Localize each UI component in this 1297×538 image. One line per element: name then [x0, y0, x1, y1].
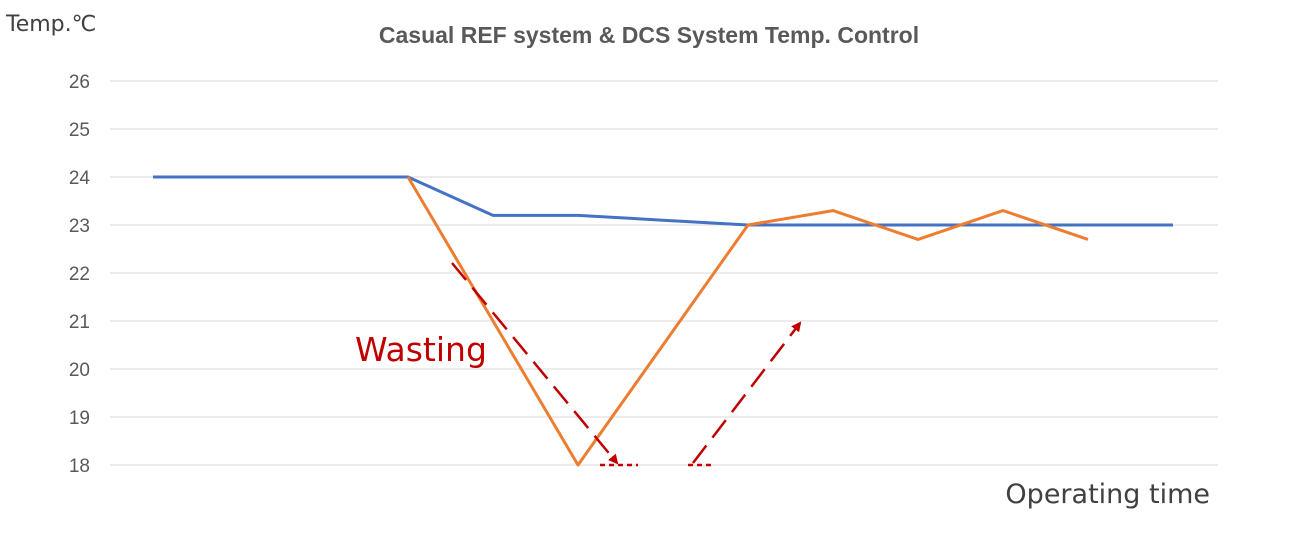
y-tick-23: 23 — [69, 216, 90, 237]
series-lines — [153, 175, 1173, 467]
wasting-annotation: Wasting — [355, 330, 487, 369]
x-axis-label: Operating time — [1005, 479, 1210, 510]
up-arrow — [692, 321, 802, 464]
y-tick-labels: 18 19 20 21 22 23 24 25 26 — [69, 72, 91, 477]
gridlines — [110, 80, 1218, 466]
y-tick-18: 18 — [69, 456, 90, 477]
y-tick-20: 20 — [69, 360, 90, 381]
y-axis-label: Temp.℃ — [5, 12, 96, 37]
down-arrow — [451, 262, 619, 465]
y-tick-22: 22 — [69, 264, 90, 285]
y-tick-21: 21 — [69, 312, 90, 333]
series-line-1 — [153, 175, 1173, 227]
y-tick-24: 24 — [69, 168, 91, 189]
y-tick-26: 26 — [69, 72, 90, 93]
chart-title: Casual REF system & DCS System Temp. Con… — [379, 22, 919, 48]
y-tick-25: 25 — [69, 120, 90, 141]
annotation-arrows — [451, 262, 802, 467]
y-tick-19: 19 — [69, 408, 90, 429]
series-line-2 — [406, 176, 1089, 467]
